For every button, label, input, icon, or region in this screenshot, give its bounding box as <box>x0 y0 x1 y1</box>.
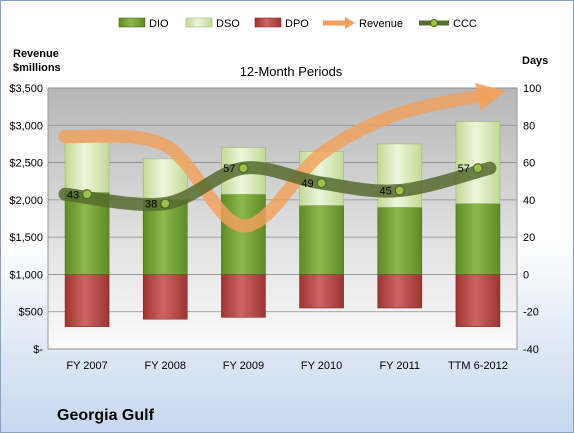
ccc-data-label: 45 <box>380 186 392 198</box>
legend-swatch-dso <box>185 17 213 28</box>
bar-dpo <box>64 274 110 327</box>
bar-dio <box>455 203 501 275</box>
x-tick-label: FY 2008 <box>145 360 186 372</box>
bar-dpo <box>455 274 501 327</box>
legend: DIO DSO DPO Revenue CCC <box>118 17 477 30</box>
bar-dio <box>142 199 188 275</box>
y-right-tick-label: 60 <box>523 158 535 170</box>
ccc-data-label: 57 <box>458 163 470 175</box>
y-left-tick-label: $3,500 <box>9 83 43 95</box>
bar-dpo <box>221 274 266 318</box>
ccc-point <box>238 163 249 174</box>
y-left-tick-label: $1,000 <box>9 269 43 281</box>
legend-label: Revenue <box>359 18 403 30</box>
legend-swatch-dpo <box>254 17 282 28</box>
lines <box>58 82 506 233</box>
y-right-tick-label: 100 <box>523 83 541 95</box>
y-right-tick-label: 0 <box>523 269 529 281</box>
ccc-point <box>81 189 93 200</box>
y-right-tick-label: 80 <box>523 120 535 132</box>
y-right-tick-label: -40 <box>523 344 539 356</box>
y-left-tick-label: $3,000 <box>9 120 43 132</box>
ccc-point <box>394 185 405 196</box>
company-name: Georgia Gulf <box>57 407 155 424</box>
y-left-tick-label: $2,000 <box>9 195 43 207</box>
bar-dio <box>377 207 423 275</box>
bar-dpo <box>299 274 344 309</box>
x-tick-label: FY 2010 <box>301 360 342 372</box>
bar-dio <box>299 205 344 275</box>
revenue-line <box>58 82 506 233</box>
bar-dpo <box>142 274 188 320</box>
bar-dio <box>221 193 266 275</box>
chart-title: 12-Month Periods <box>240 64 343 79</box>
axes: $- $500 $1,000 $1,500 $2,000 $2,500 $3,000 $3,5… <box>9 83 541 372</box>
bar-dso <box>64 141 110 193</box>
legend-label: DSO <box>216 18 240 30</box>
bar-dpo <box>377 274 423 309</box>
plot-area <box>47 87 518 350</box>
y-right-tick-label: 40 <box>523 195 535 207</box>
y-left-label-line1: Revenue <box>13 48 59 60</box>
ccc-data-label: 38 <box>145 199 157 211</box>
ccc-point <box>472 163 484 174</box>
ccc-data-label: 57 <box>223 163 235 175</box>
legend-label: DIO <box>149 18 169 30</box>
ccc-point <box>316 177 327 189</box>
y-left-label-line2: $millions <box>13 62 61 74</box>
legend-label: DPO <box>285 18 309 30</box>
legend-marker-ccc <box>430 19 438 27</box>
y-right-tick-label: 20 <box>523 232 535 244</box>
y-right-tick-label: -20 <box>523 307 539 319</box>
y-left-tick-label: $2,500 <box>9 158 43 170</box>
x-tick-label: TTM 6-2012 <box>448 360 508 372</box>
legend-label: CCC <box>453 18 477 30</box>
data-labels: 43 38 57 49 45 57 <box>67 163 470 210</box>
legend-arrowhead-revenue <box>345 17 355 29</box>
ccc-data-label: 43 <box>67 189 79 201</box>
bar-dso <box>377 143 423 208</box>
ccc-line <box>58 161 497 211</box>
legend-swatch-dio <box>118 17 146 28</box>
y-left-tick-label: $- <box>33 344 43 356</box>
x-tick-label: FY 2009 <box>223 360 264 372</box>
x-tick-label: FY 2011 <box>379 360 420 372</box>
y-right-label: Days <box>522 55 548 67</box>
ccc-data-label: 49 <box>301 178 313 190</box>
y-left-tick-label: $500 <box>19 307 43 319</box>
y-left-tick-label: $1,500 <box>9 232 43 244</box>
x-tick-label: FY 2007 <box>66 360 107 372</box>
ccc-point <box>160 198 171 209</box>
